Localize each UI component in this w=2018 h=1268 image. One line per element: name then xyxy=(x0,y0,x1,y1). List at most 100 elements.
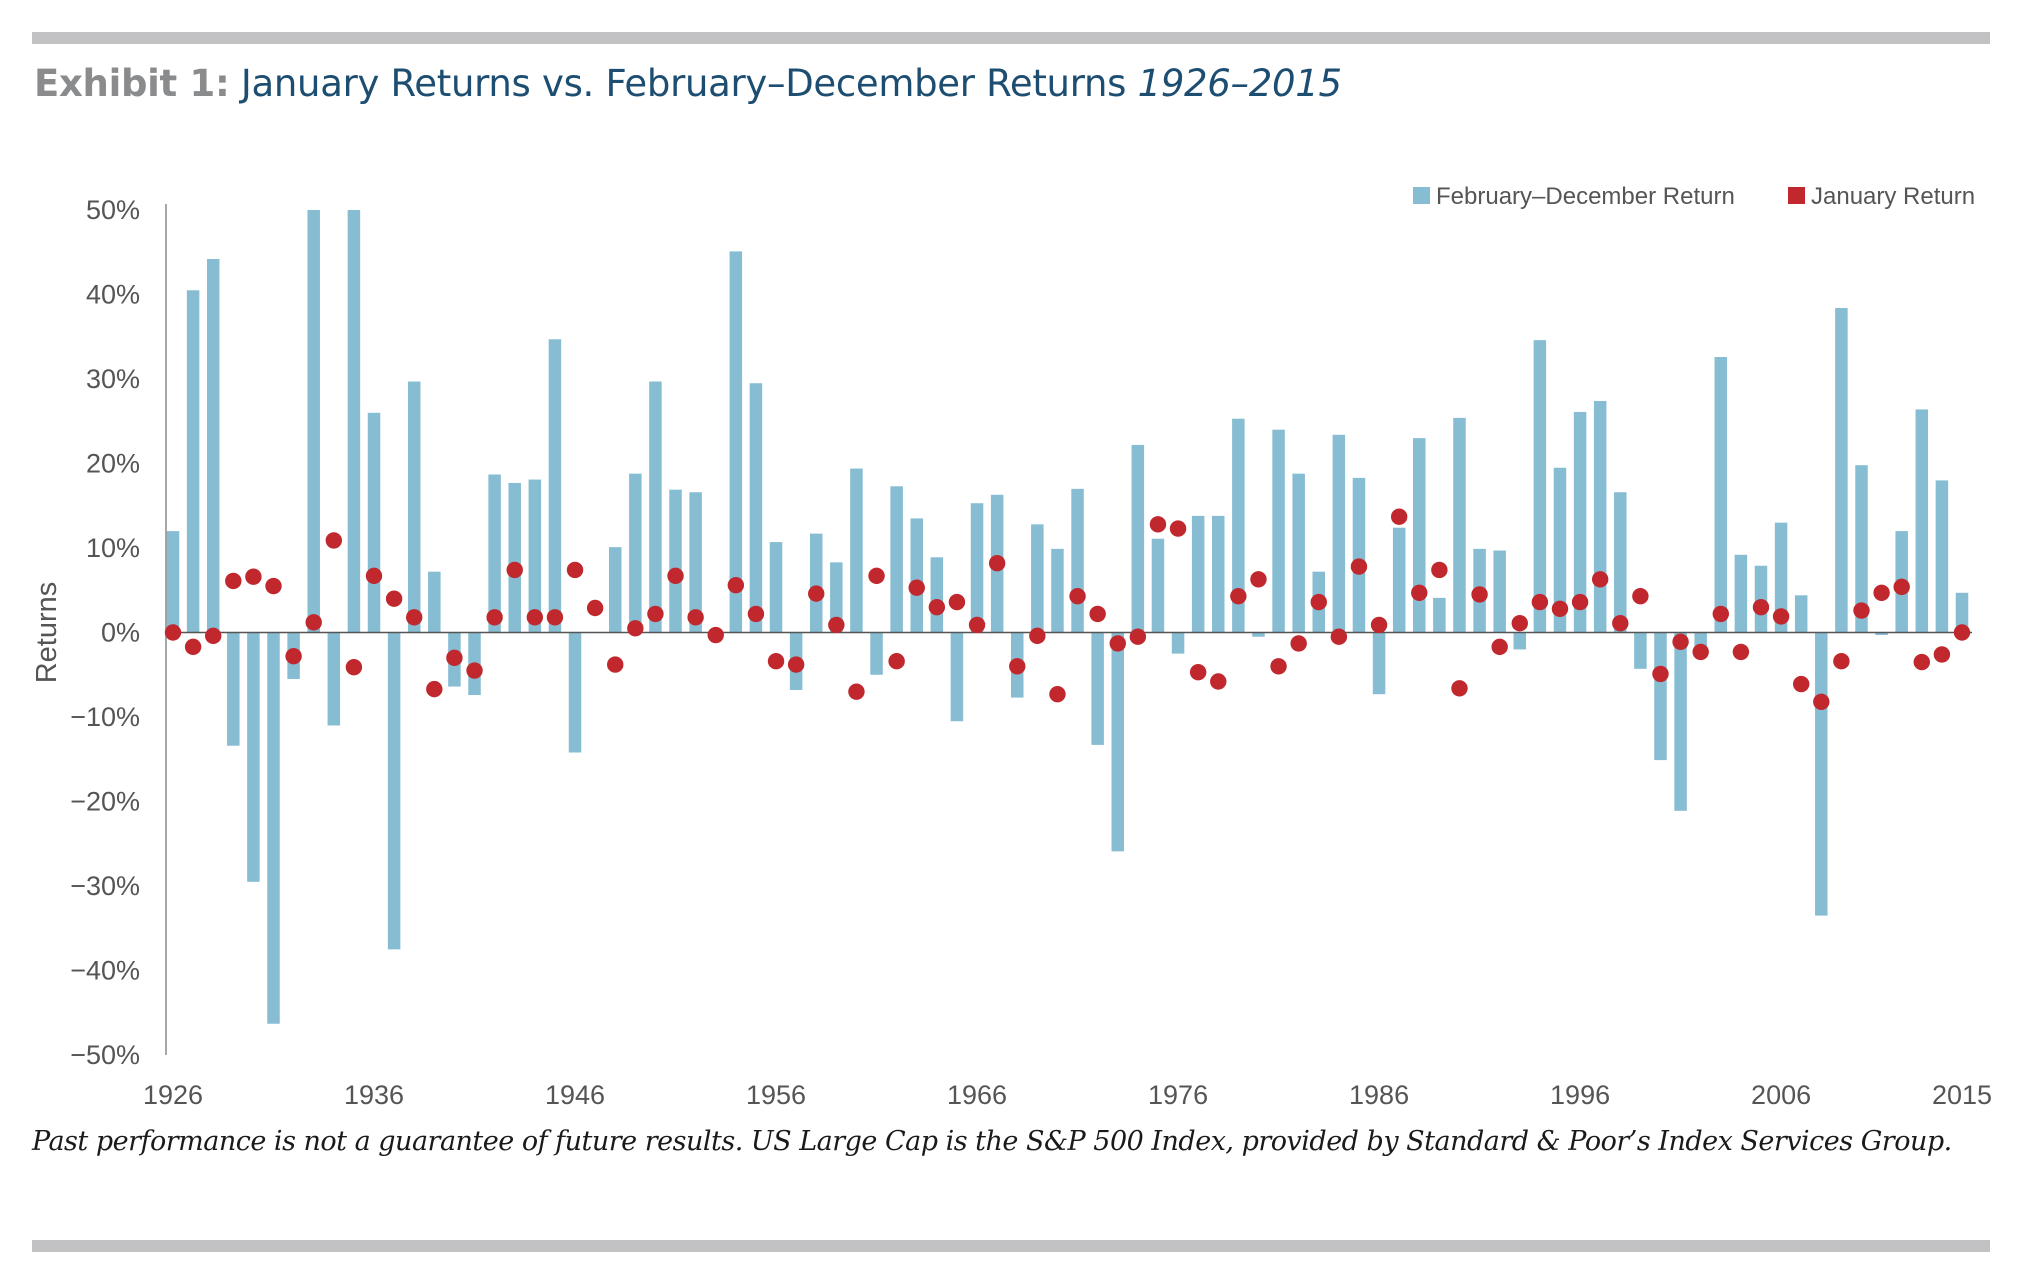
dot-1931 xyxy=(265,577,282,595)
dot-1958 xyxy=(808,585,825,602)
dot-2003 xyxy=(1712,605,1729,623)
bar-1976 xyxy=(1171,632,1185,654)
legend: February–December Return January Return xyxy=(1413,183,1975,210)
bar-1977 xyxy=(1191,515,1205,633)
bar-2003 xyxy=(1714,357,1728,633)
dot-1946 xyxy=(566,561,584,579)
dot-1974 xyxy=(1129,628,1147,645)
bar-1958 xyxy=(809,533,823,633)
dot-1984 xyxy=(1330,628,1348,645)
bar-1950 xyxy=(649,381,662,633)
dot-1952 xyxy=(687,609,704,626)
bar-1990 xyxy=(1453,417,1466,633)
x-tick-label: 2006 xyxy=(1751,1080,1811,1110)
dot-1987 xyxy=(1390,508,1408,525)
dot-2001 xyxy=(1672,633,1689,650)
dot-1998 xyxy=(1612,615,1629,632)
bar-2014 xyxy=(1935,480,1949,633)
dot-2000 xyxy=(1652,665,1669,683)
dot-1997 xyxy=(1591,571,1609,588)
x-tick-label: 1956 xyxy=(746,1080,806,1110)
dot-1976 xyxy=(1169,520,1187,537)
x-tick-label: 1976 xyxy=(1148,1080,1208,1110)
dot-1945 xyxy=(546,609,564,626)
y-tick-label: −30% xyxy=(70,871,140,901)
bar-1933 xyxy=(307,210,320,633)
bar-1946 xyxy=(568,632,582,753)
dot-1977 xyxy=(1189,664,1207,681)
bar-1994 xyxy=(1533,340,1547,633)
bottom-rule xyxy=(32,1240,1990,1252)
x-tick-label: 1966 xyxy=(947,1080,1007,1110)
dot-1967 xyxy=(988,555,1006,572)
x-tick-label: 1926 xyxy=(143,1080,203,1110)
x-tick-label: 2015 xyxy=(1932,1080,1992,1110)
bar-2008 xyxy=(1815,632,1828,916)
bar-1954 xyxy=(729,251,743,633)
x-tick-label: 1986 xyxy=(1349,1080,1409,1110)
dot-1962 xyxy=(888,653,905,670)
dot-2011 xyxy=(1873,584,1890,601)
y-axis-label: Returns xyxy=(31,582,63,684)
dot-1995 xyxy=(1551,600,1569,618)
bar-1970 xyxy=(1051,548,1064,633)
bar-1981 xyxy=(1272,429,1285,633)
dot-1959 xyxy=(828,616,845,634)
bar-1952 xyxy=(689,492,702,633)
dot-1948 xyxy=(607,656,624,673)
bar-1980 xyxy=(1252,632,1265,637)
bar-1963 xyxy=(910,518,923,633)
dot-2014 xyxy=(1933,646,1951,663)
bar-1937 xyxy=(387,632,401,950)
dot-1960 xyxy=(848,683,865,700)
bar-1997 xyxy=(1593,400,1607,633)
bar-2004 xyxy=(1734,554,1748,633)
bar-1998 xyxy=(1614,492,1627,633)
dot-1982 xyxy=(1290,635,1307,652)
dot-1981 xyxy=(1270,658,1287,675)
bar-series xyxy=(166,210,1969,1024)
bar-1995 xyxy=(1553,467,1567,633)
axes: 50% 40% 30% 20% 10% 0% −10% −20% −30% −40% −50%192… xyxy=(31,195,1992,1110)
bar-1931 xyxy=(267,632,280,1024)
y-tick-label: −50% xyxy=(70,1040,140,1070)
bar-1965 xyxy=(950,632,964,722)
dot-1963 xyxy=(908,579,925,596)
bar-1962 xyxy=(890,486,903,633)
bar-2009 xyxy=(1835,308,1848,633)
dot-1950 xyxy=(647,605,664,623)
bar-2013 xyxy=(1915,409,1929,633)
dot-1956 xyxy=(767,653,785,670)
dot-1928 xyxy=(205,627,222,645)
y-tick-label: 0% xyxy=(101,618,140,648)
dot-1972 xyxy=(1089,605,1106,623)
dot-2007 xyxy=(1792,675,1810,693)
bar-1993 xyxy=(1513,632,1527,650)
dot-1994 xyxy=(1531,593,1549,611)
dot-1988 xyxy=(1411,584,1428,601)
y-tick-label: 50% xyxy=(86,195,140,225)
dot-1955 xyxy=(747,605,765,623)
bar-1974 xyxy=(1131,444,1145,633)
dot-2006 xyxy=(1772,608,1790,625)
dot-2012 xyxy=(1893,578,1910,596)
dot-1935 xyxy=(345,658,363,676)
dot-1990 xyxy=(1451,680,1468,697)
dot-1996 xyxy=(1571,593,1589,611)
dot-2002 xyxy=(1692,643,1709,661)
dot-1966 xyxy=(968,616,986,634)
dot-1992 xyxy=(1491,638,1508,656)
bar-1999 xyxy=(1634,632,1647,669)
bar-1982 xyxy=(1292,473,1305,633)
dot-1953 xyxy=(707,626,724,644)
legend-swatch-bar xyxy=(1413,187,1430,204)
bar-1942 xyxy=(488,474,501,633)
bar-1928 xyxy=(206,259,220,633)
dot-2008 xyxy=(1813,693,1830,710)
dot-1975 xyxy=(1149,516,1167,533)
bar-1984 xyxy=(1332,434,1346,633)
dot-1985 xyxy=(1350,558,1368,575)
bar-1959 xyxy=(830,562,843,633)
dot-1949 xyxy=(627,620,644,637)
bar-1979 xyxy=(1232,418,1245,633)
